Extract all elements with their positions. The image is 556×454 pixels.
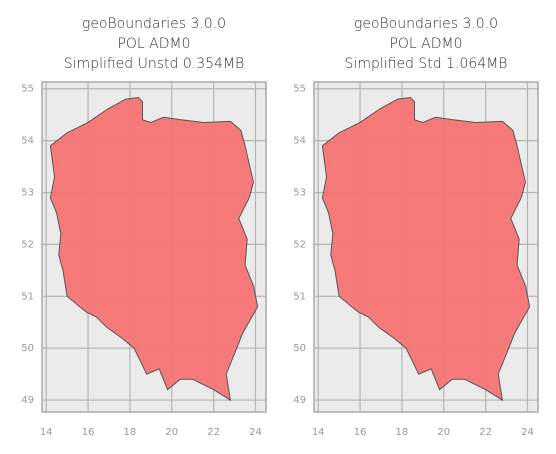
chart-title: geoBoundaries 3.0.0: [82, 16, 226, 32]
x-tick-label: 14: [312, 427, 325, 438]
x-tick-label: 18: [396, 427, 409, 438]
x-tick-label: 16: [82, 427, 95, 438]
y-tick-label: 49: [21, 395, 34, 406]
y-tick-label: 50: [293, 343, 306, 354]
chart-title: POL ADM0: [389, 36, 462, 52]
x-tick-label: 24: [249, 427, 262, 438]
chart-title: Simplified Unstd 0.354MB: [64, 56, 244, 72]
y-tick-label: 55: [293, 84, 306, 95]
y-tick-label: 54: [293, 136, 306, 147]
x-tick-label: 22: [479, 427, 492, 438]
y-tick-label: 50: [21, 343, 34, 354]
y-tick-label: 53: [21, 188, 34, 199]
y-tick-label: 52: [293, 239, 306, 250]
country-shape: [321, 97, 531, 402]
x-tick-label: 24: [521, 427, 534, 438]
chart-title: Simplified Std 1.064MB: [345, 56, 508, 72]
x-tick-label: 20: [165, 427, 178, 438]
x-tick-label: 22: [207, 427, 220, 438]
x-tick-label: 16: [354, 427, 367, 438]
y-tick-label: 49: [293, 395, 306, 406]
chart-title: geoBoundaries 3.0.0: [354, 16, 498, 32]
x-tick-label: 20: [437, 427, 450, 438]
y-tick-label: 54: [21, 136, 34, 147]
y-tick-label: 53: [293, 188, 306, 199]
y-tick-label: 51: [293, 291, 306, 302]
x-tick-label: 18: [124, 427, 137, 438]
y-tick-label: 55: [21, 84, 34, 95]
y-tick-label: 52: [21, 239, 34, 250]
country-shape: [49, 97, 259, 402]
chart-title: POL ADM0: [117, 36, 190, 52]
x-tick-label: 14: [40, 427, 53, 438]
plot-frame: [313, 81, 539, 413]
y-tick-label: 51: [21, 291, 34, 302]
plot-frame: [41, 81, 267, 413]
